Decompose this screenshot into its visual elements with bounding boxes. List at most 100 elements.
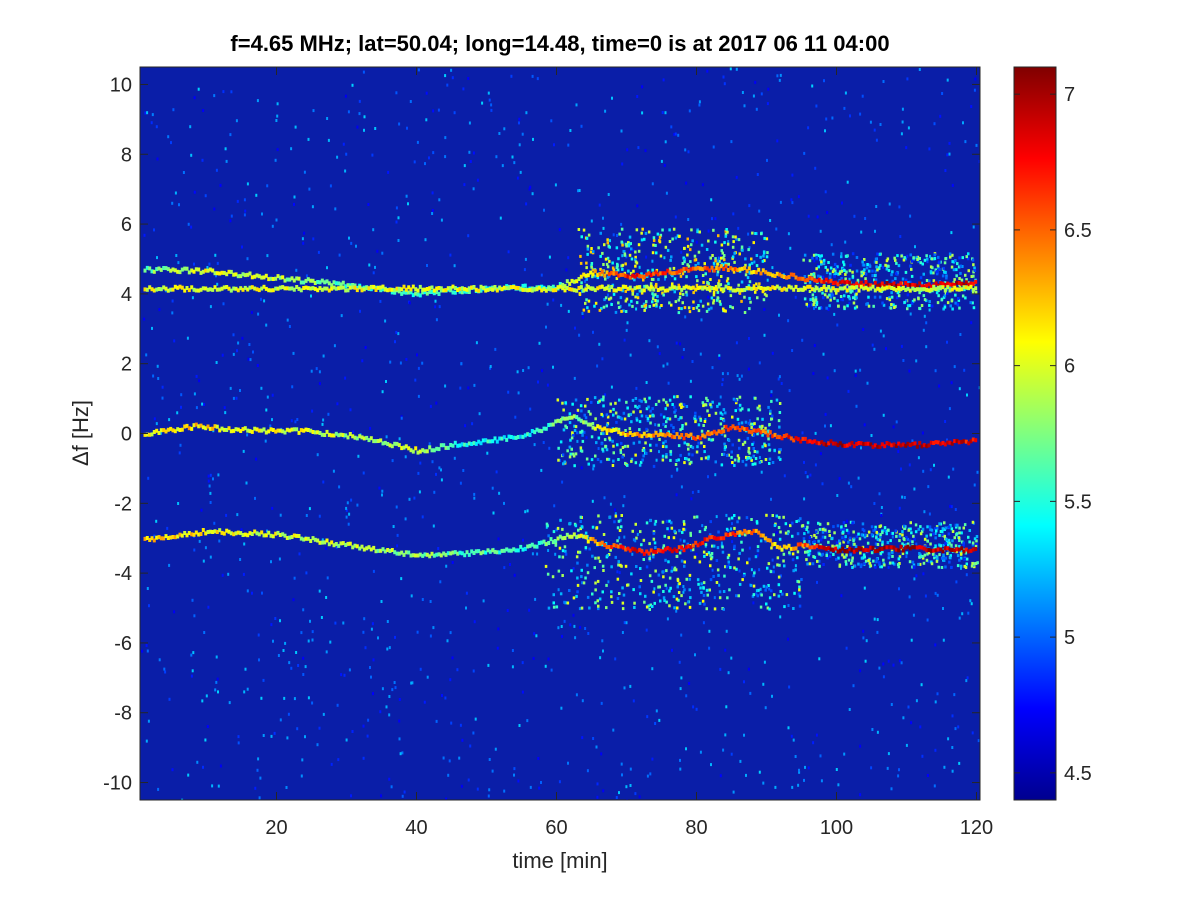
noise-speck	[326, 266, 328, 270]
noise-speck	[770, 497, 772, 501]
noise-speck	[391, 459, 394, 463]
trace-point	[341, 280, 345, 285]
trace-point	[425, 552, 429, 557]
trace-point	[885, 285, 889, 290]
scatter-speck	[855, 292, 858, 296]
trace-point	[162, 428, 166, 433]
scatter-speck	[668, 417, 672, 421]
trace-point	[698, 436, 702, 441]
trace-layer	[143, 264, 978, 559]
trace-point	[775, 271, 779, 276]
scatter-speck	[661, 454, 665, 458]
scatter-speck	[792, 607, 795, 610]
noise-speck	[964, 140, 967, 144]
trace-point	[794, 436, 798, 441]
scatter-speck	[951, 260, 954, 264]
trace-point	[509, 285, 513, 290]
trace-point	[750, 430, 754, 435]
noise-speck	[153, 417, 156, 421]
trace-point	[288, 535, 292, 540]
scatter-speck	[936, 301, 940, 305]
scatter-speck	[871, 274, 874, 277]
scatter-speck	[755, 282, 758, 286]
scatter-speck	[751, 433, 754, 437]
scatter-speck	[705, 552, 709, 556]
noise-speck	[401, 751, 404, 755]
scatter-speck	[873, 278, 876, 282]
trace-point	[498, 436, 502, 441]
scatter-speck	[577, 228, 581, 231]
trace-point	[201, 425, 205, 430]
noise-speck	[788, 389, 791, 393]
trace-point	[213, 271, 217, 276]
scatter-speck	[964, 273, 967, 277]
scatter-speck	[574, 398, 578, 402]
scatter-speck	[932, 271, 935, 275]
trace-point	[299, 280, 303, 285]
trace-point	[960, 439, 964, 444]
trace-point	[878, 283, 882, 288]
trace-point	[738, 428, 742, 432]
trace-point	[813, 439, 817, 444]
scatter-speck	[592, 464, 596, 468]
noise-speck	[409, 100, 412, 103]
scatter-speck	[627, 413, 631, 417]
scatter-speck	[730, 516, 734, 520]
scatter-speck	[917, 562, 920, 566]
noise-speck	[778, 375, 781, 379]
scatter-speck	[621, 289, 624, 293]
scatter-speck	[897, 557, 901, 561]
noise-speck	[671, 648, 673, 652]
noise-speck	[967, 611, 970, 615]
trace-point	[152, 269, 156, 274]
trace-point	[689, 286, 693, 291]
noise-speck	[677, 133, 680, 137]
scatter-speck	[679, 428, 682, 432]
scatter-speck	[602, 395, 605, 399]
scatter-speck	[744, 257, 747, 261]
noise-speck	[276, 102, 279, 106]
scatter-speck	[639, 592, 642, 596]
trace-point	[906, 441, 910, 446]
trace-point	[572, 279, 576, 284]
scatter-speck	[678, 234, 681, 238]
scatter-speck	[833, 273, 836, 277]
scatter-speck	[554, 543, 558, 547]
scatter-speck	[602, 432, 605, 436]
trace-point	[176, 285, 180, 290]
noise-speck	[274, 158, 277, 162]
trace-point	[271, 428, 275, 432]
noise-speck	[719, 395, 722, 399]
scatter-speck	[916, 255, 920, 259]
scatter-speck	[764, 539, 767, 543]
trace-point	[974, 286, 978, 291]
trace-point	[416, 450, 420, 455]
noise-speck	[855, 404, 858, 408]
trace-point	[351, 434, 355, 439]
trace-point	[484, 285, 488, 290]
noise-speck	[820, 779, 823, 783]
scatter-speck	[671, 287, 674, 291]
trace-point	[311, 430, 315, 434]
noise-speck	[614, 657, 617, 661]
trace-point	[768, 272, 772, 277]
scatter-speck	[546, 524, 549, 528]
scatter-speck	[583, 413, 586, 417]
trace-point	[773, 274, 777, 278]
scatter-speck	[671, 403, 674, 406]
scatter-speck	[688, 605, 692, 609]
noise-speck	[584, 279, 587, 283]
scatter-speck	[878, 295, 882, 299]
scatter-speck	[689, 531, 692, 535]
scatter-speck	[633, 601, 636, 605]
noise-speck	[203, 631, 206, 634]
scatter-speck	[770, 417, 774, 421]
scatter-speck	[573, 429, 577, 432]
noise-speck	[318, 370, 321, 374]
trace-lower	[143, 528, 978, 559]
noise-speck	[777, 377, 780, 381]
trace-point	[376, 285, 380, 290]
noise-speck	[351, 83, 354, 87]
scatter-speck	[740, 299, 743, 303]
noise-speck	[467, 386, 470, 390]
